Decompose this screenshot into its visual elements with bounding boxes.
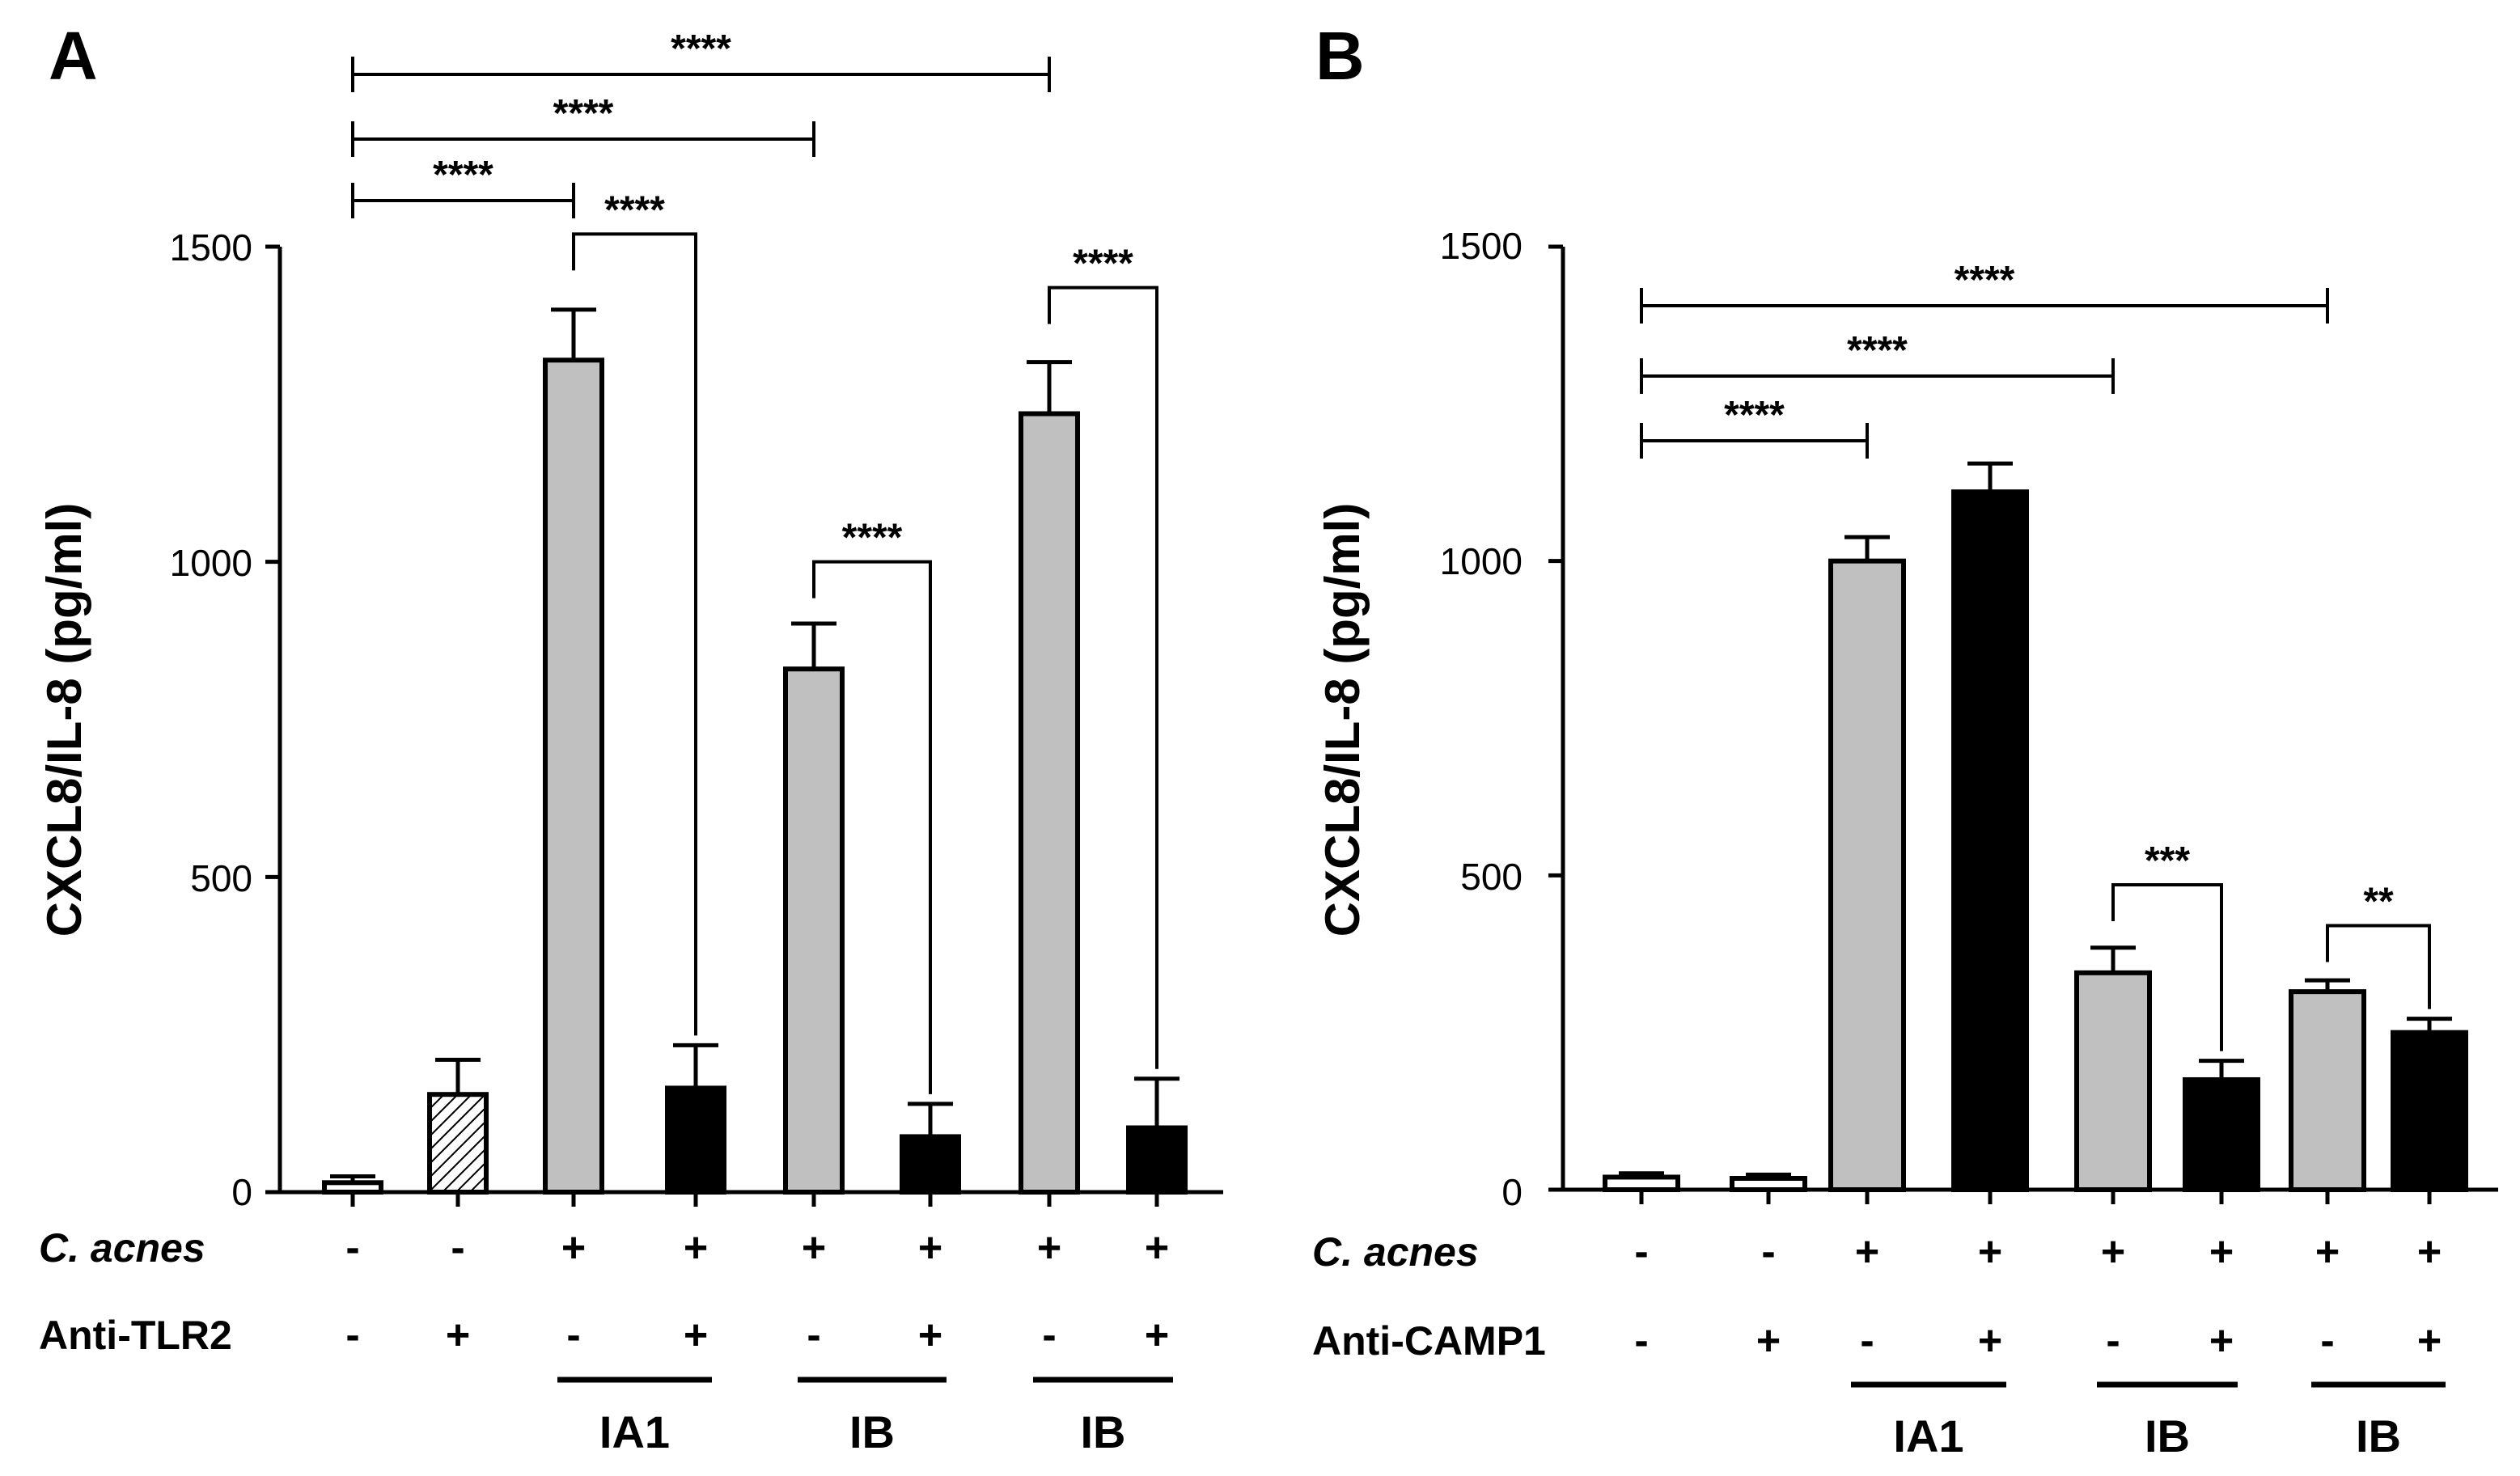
panel-a-bar [783, 666, 845, 1195]
panel-b-significance-label: **** [1847, 329, 1908, 372]
panel-b-bar [2183, 1076, 2260, 1193]
panel-a-y-axis-label: CXCL8/IL-8 (pg/ml) [37, 503, 91, 937]
panel-a-y-tick-label: 1000 [170, 542, 252, 584]
panel-a-group-label: IA1 [599, 1406, 670, 1457]
panel-b-y-tick-label: 0 [1501, 1171, 1523, 1213]
panel-b-condition-sign: + [2101, 1229, 2125, 1275]
panel-a-bar [1126, 1125, 1188, 1195]
panel-a-group-label: IB [1081, 1406, 1126, 1457]
panel-b-plot: - - + + + + + +- + - + - + - +IA1 IB IB***************** [1548, 244, 2498, 1461]
panel-b-condition-sign: + [2417, 1229, 2442, 1275]
panel-b-condition-sign: - [2320, 1317, 2334, 1364]
panel-a-condition-sign: + [1145, 1312, 1169, 1359]
panel-a-condition-sign: + [684, 1224, 708, 1271]
panel-b-condition-sign: - [1634, 1317, 1648, 1364]
panel-b-letter: B [1315, 18, 1365, 94]
panel-b-bar [1603, 1174, 1680, 1193]
panel-b-bar [2289, 989, 2366, 1193]
panel-b-condition-sign: + [2417, 1317, 2442, 1364]
panel-b-bar [1730, 1176, 1807, 1193]
panel-a-condition-sign: + [802, 1224, 826, 1271]
panel-b-y-tick-label: 500 [1460, 856, 1523, 898]
panel-a-condition-sign: - [345, 1312, 359, 1359]
panel-b-bar [1951, 489, 2029, 1192]
panel-b-condition-sign: - [1634, 1229, 1648, 1275]
panel-a: A CXCL8/IL-8 (pg/ml) 0 500 1000 1500 C. … [37, 18, 252, 1358]
panel-b-group-label: IB [2356, 1410, 2401, 1461]
panel-a-significance-label: **** [842, 517, 903, 560]
panel-b-condition-sign: + [1855, 1229, 1879, 1275]
panel-a-bar [665, 1085, 726, 1195]
panel-a-bar [1019, 411, 1080, 1195]
panel-b-condition-sign: - [2106, 1317, 2120, 1364]
panel-a-condition-sign: - [345, 1224, 359, 1271]
panel-a-significance-bracket [1048, 285, 1158, 1069]
panel-a-condition-sign: + [1145, 1224, 1169, 1271]
panel-b-condition-sign: + [1756, 1317, 1781, 1364]
panel-a-condition-sign: - [1042, 1312, 1056, 1359]
panel-b-significance-bracket [2326, 924, 2431, 1009]
panel-b-condition-sign: + [1978, 1229, 2002, 1275]
panel-b-row-label-c-acnes: C. acnes [1312, 1229, 1479, 1275]
panel-b-significance-label: **** [1955, 259, 2015, 302]
panel-b-group-label: IA1 [1893, 1410, 1963, 1461]
panel-a-bar [427, 1092, 489, 1195]
panel-a-significance-label: **** [671, 27, 731, 70]
panel-a-significance-label: **** [553, 92, 614, 135]
panel-b-significance-label: ** [2363, 881, 2394, 924]
panel-a-y-tick-label: 500 [190, 857, 252, 899]
panel-b-condition-sign: - [1860, 1317, 1874, 1364]
panel-a-condition-sign: + [1037, 1224, 1061, 1271]
panel-b-group-label: IB [2145, 1410, 2190, 1461]
panel-b-condition-sign: + [1978, 1317, 2002, 1364]
panel-b: B CXCL8/IL-8 (pg/ml) 0 500 1000 1500 C. … [1312, 18, 1546, 1364]
panel-a-group-label: IB [849, 1406, 895, 1457]
panel-a-y-tick-label: 0 [231, 1171, 252, 1213]
panel-b-y-tick-label: 1500 [1440, 225, 1523, 267]
panel-a-row-label-c-acnes: C. acnes [39, 1225, 205, 1271]
panel-b-significance-bracket [2111, 882, 2223, 1051]
panel-a-letter: A [49, 18, 98, 94]
panel-a-condition-sign: - [566, 1312, 580, 1359]
panel-a-condition-sign: - [807, 1312, 820, 1359]
panel-a-y-tick-label: 1500 [170, 226, 252, 269]
panel-a-condition-sign: + [446, 1312, 470, 1359]
panel-a-condition-sign: + [918, 1224, 942, 1271]
panel-b-condition-sign: + [2315, 1229, 2340, 1275]
panel-a-row-label-antibody: Anti-TLR2 [39, 1313, 232, 1358]
panel-a-significance-label: **** [1073, 243, 1133, 285]
panel-b-row-label-antibody: Anti-CAMP1 [1312, 1318, 1546, 1364]
panel-b-y-axis-label: CXCL8/IL-8 (pg/ml) [1315, 503, 1370, 937]
panel-a-plot: - - + + + + + + - + - + - + - + IA1 IB IB **** **** **** **** *… [265, 27, 1223, 1457]
panel-b-condition-sign: + [2209, 1317, 2234, 1364]
panel-a-condition-sign: + [918, 1312, 942, 1359]
panel-a-significance-bracket [572, 232, 697, 1036]
panel-b-condition-sign: - [1761, 1229, 1775, 1275]
panel-a-condition-sign: + [561, 1224, 586, 1271]
panel-a-condition-sign: - [451, 1224, 464, 1271]
panel-a-condition-sign: + [684, 1312, 708, 1359]
panel-b-significance-label: *** [2145, 840, 2190, 882]
panel-a-significance-label: **** [604, 188, 665, 231]
panel-b-bar [2391, 1030, 2468, 1192]
panel-b-bar [2074, 970, 2152, 1192]
panel-b-y-tick-label: 1000 [1440, 540, 1523, 582]
panel-b-significance-label: **** [1724, 394, 1785, 437]
panel-b-condition-sign: + [2209, 1229, 2234, 1275]
panel-a-bar [543, 357, 604, 1195]
panel-b-bar [1828, 558, 1906, 1192]
panel-a-bar [322, 1180, 383, 1195]
panel-a-significance-label: **** [433, 154, 493, 197]
panel-a-significance-bracket [812, 560, 932, 1094]
panel-a-bar [900, 1134, 961, 1195]
